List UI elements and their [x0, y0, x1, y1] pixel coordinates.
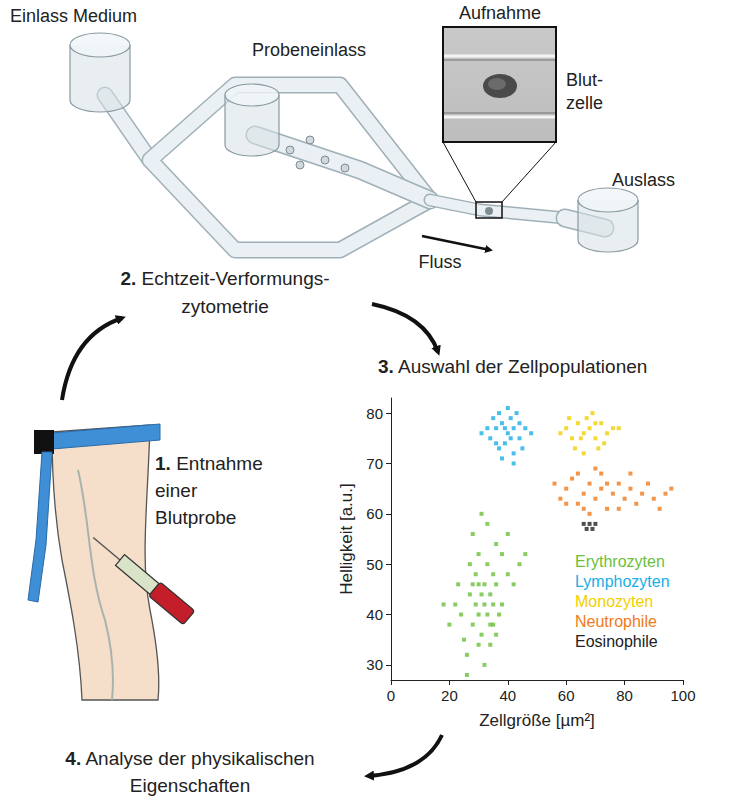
svg-text:Eosinophile: Eosinophile	[575, 633, 658, 650]
svg-text:3. Auswahl der Zellpopulatione: 3. Auswahl der Zellpopulationen	[378, 356, 647, 377]
svg-text:2. Echtzeit-Verformungs-: 2. Echtzeit-Verformungs-	[120, 268, 329, 289]
svg-text:Blut-: Blut-	[566, 70, 603, 90]
svg-text:Eigenschaften: Eigenschaften	[130, 775, 250, 796]
svg-text:80: 80	[616, 687, 633, 704]
svg-text:zytometrie: zytometrie	[181, 296, 269, 317]
svg-text:Erythrozyten: Erythrozyten	[575, 553, 665, 570]
svg-text:100: 100	[670, 687, 695, 704]
svg-text:80: 80	[366, 405, 383, 422]
svg-text:Einlass Medium: Einlass Medium	[10, 6, 137, 26]
svg-text:40: 40	[366, 606, 383, 623]
svg-text:Auslass: Auslass	[612, 170, 675, 190]
svg-text:30: 30	[366, 656, 383, 673]
svg-text:60: 60	[366, 505, 383, 522]
svg-text:60: 60	[558, 687, 575, 704]
svg-text:40: 40	[499, 687, 516, 704]
svg-text:Probeneinlass: Probeneinlass	[252, 40, 366, 60]
svg-text:Fluss: Fluss	[418, 252, 461, 272]
svg-text:20: 20	[441, 687, 458, 704]
svg-text:Helligkeit [a.u.]: Helligkeit [a.u.]	[337, 483, 356, 595]
svg-text:50: 50	[366, 556, 383, 573]
svg-text:einer: einer	[155, 480, 198, 501]
svg-text:Monozyten: Monozyten	[575, 593, 653, 610]
svg-text:Zellgröße [µm²]: Zellgröße [µm²]	[479, 711, 595, 730]
svg-text:Blutprobe: Blutprobe	[155, 507, 236, 528]
svg-text:0: 0	[387, 687, 395, 704]
svg-text:Neutrophile: Neutrophile	[575, 613, 657, 630]
svg-text:Aufnahme: Aufnahme	[459, 3, 541, 23]
svg-text:Lymphozyten: Lymphozyten	[575, 573, 670, 590]
svg-text:1. Entnahme: 1. Entnahme	[155, 453, 263, 474]
svg-text:70: 70	[366, 455, 383, 472]
svg-text:4. Analyse der physikalischen: 4. Analyse der physikalischen	[65, 748, 314, 769]
svg-text:zelle: zelle	[566, 93, 603, 113]
